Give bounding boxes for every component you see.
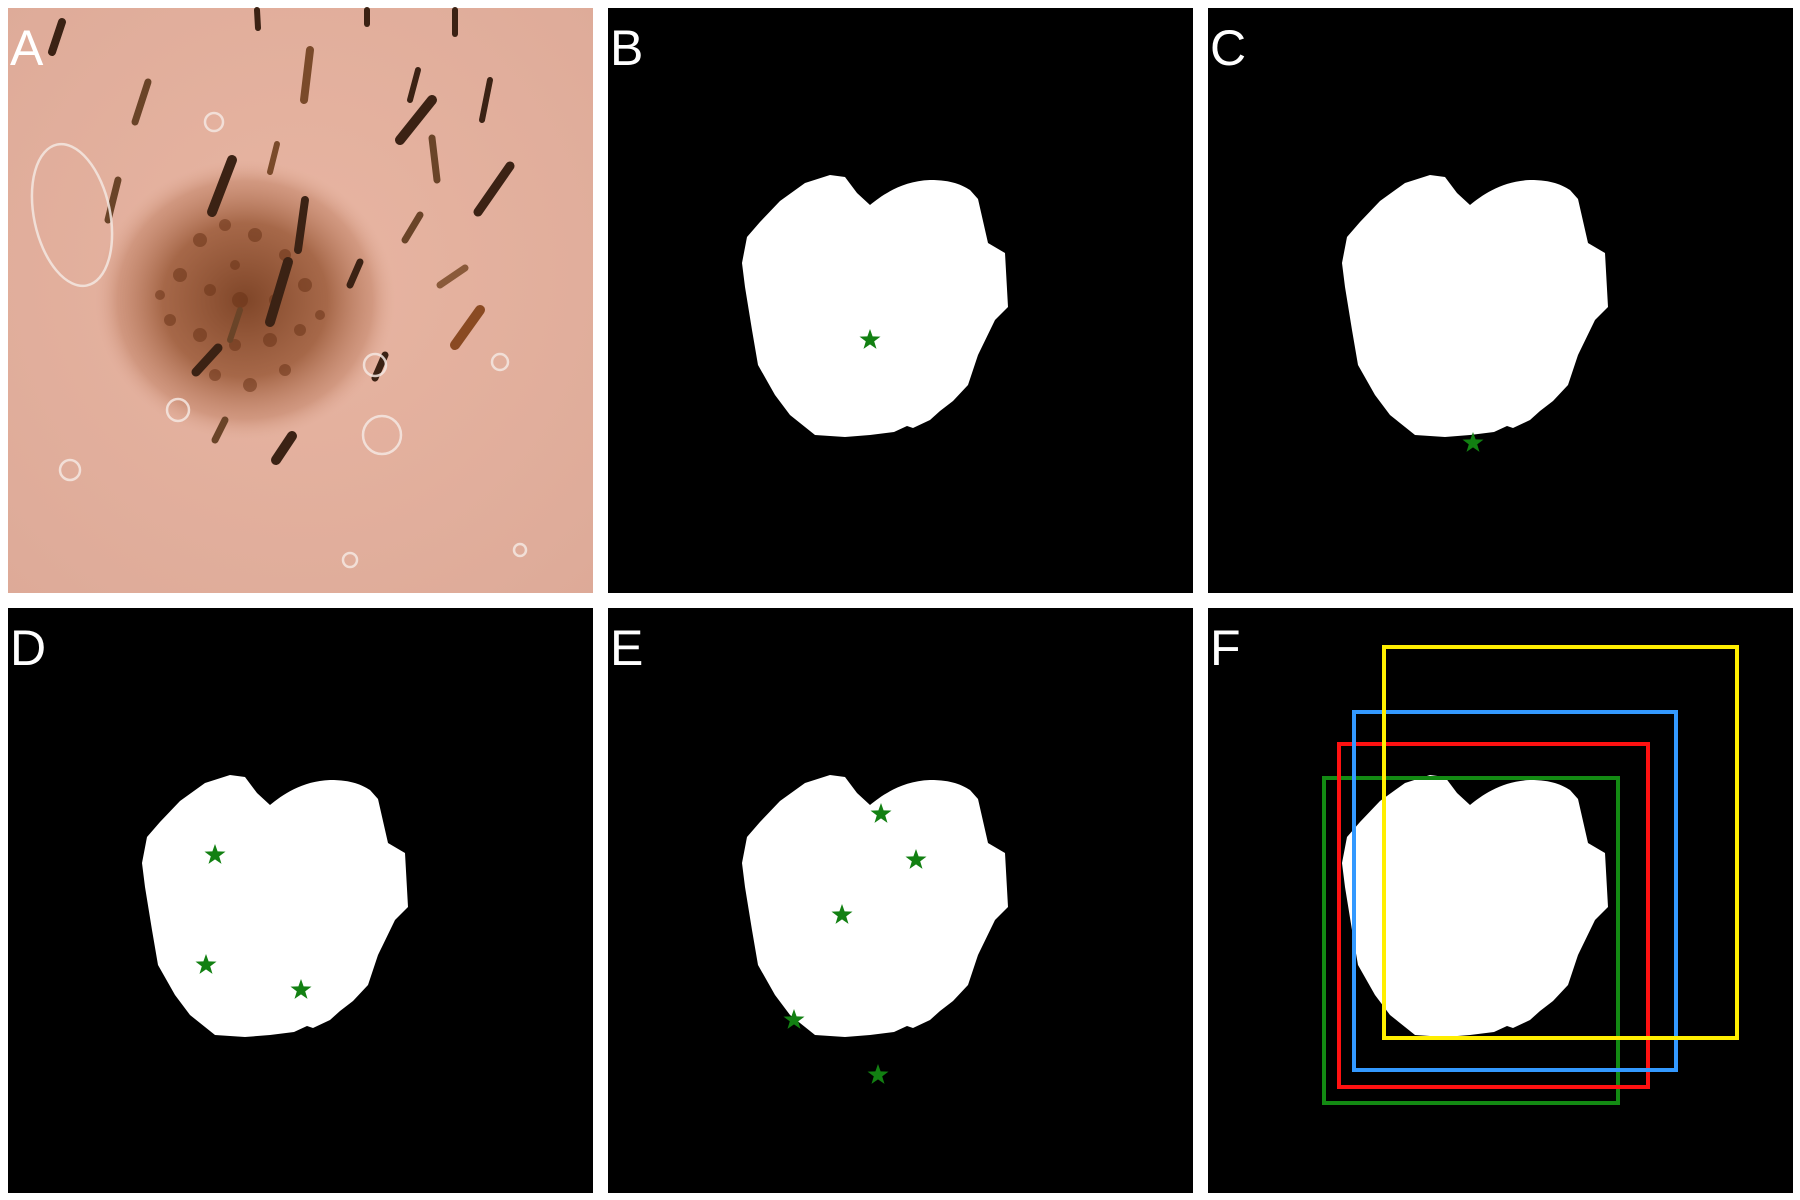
air-bubbles — [30, 111, 528, 569]
bounding-boxes — [1322, 645, 1739, 1105]
panel-label-f: F — [1210, 620, 1241, 676]
bounding-box-yellow — [1382, 645, 1739, 1040]
panel-b: B — [608, 8, 1193, 593]
bounding-box-blue — [1352, 710, 1678, 1072]
panel-label-a: A — [10, 20, 44, 76]
panel-d: D — [8, 608, 593, 1193]
bounding-box-green — [1322, 776, 1620, 1105]
bounding-box-red — [1337, 742, 1650, 1089]
panel-label-d: D — [10, 620, 46, 676]
panel-a: A — [8, 7, 593, 593]
panel-label-e: E — [610, 620, 643, 676]
panel-label-c: C — [1210, 20, 1246, 76]
panel-c: C — [1208, 8, 1793, 593]
panel-e: E — [608, 608, 1193, 1193]
panel-f: F — [1208, 608, 1793, 1193]
panel-label-b: B — [610, 20, 643, 76]
